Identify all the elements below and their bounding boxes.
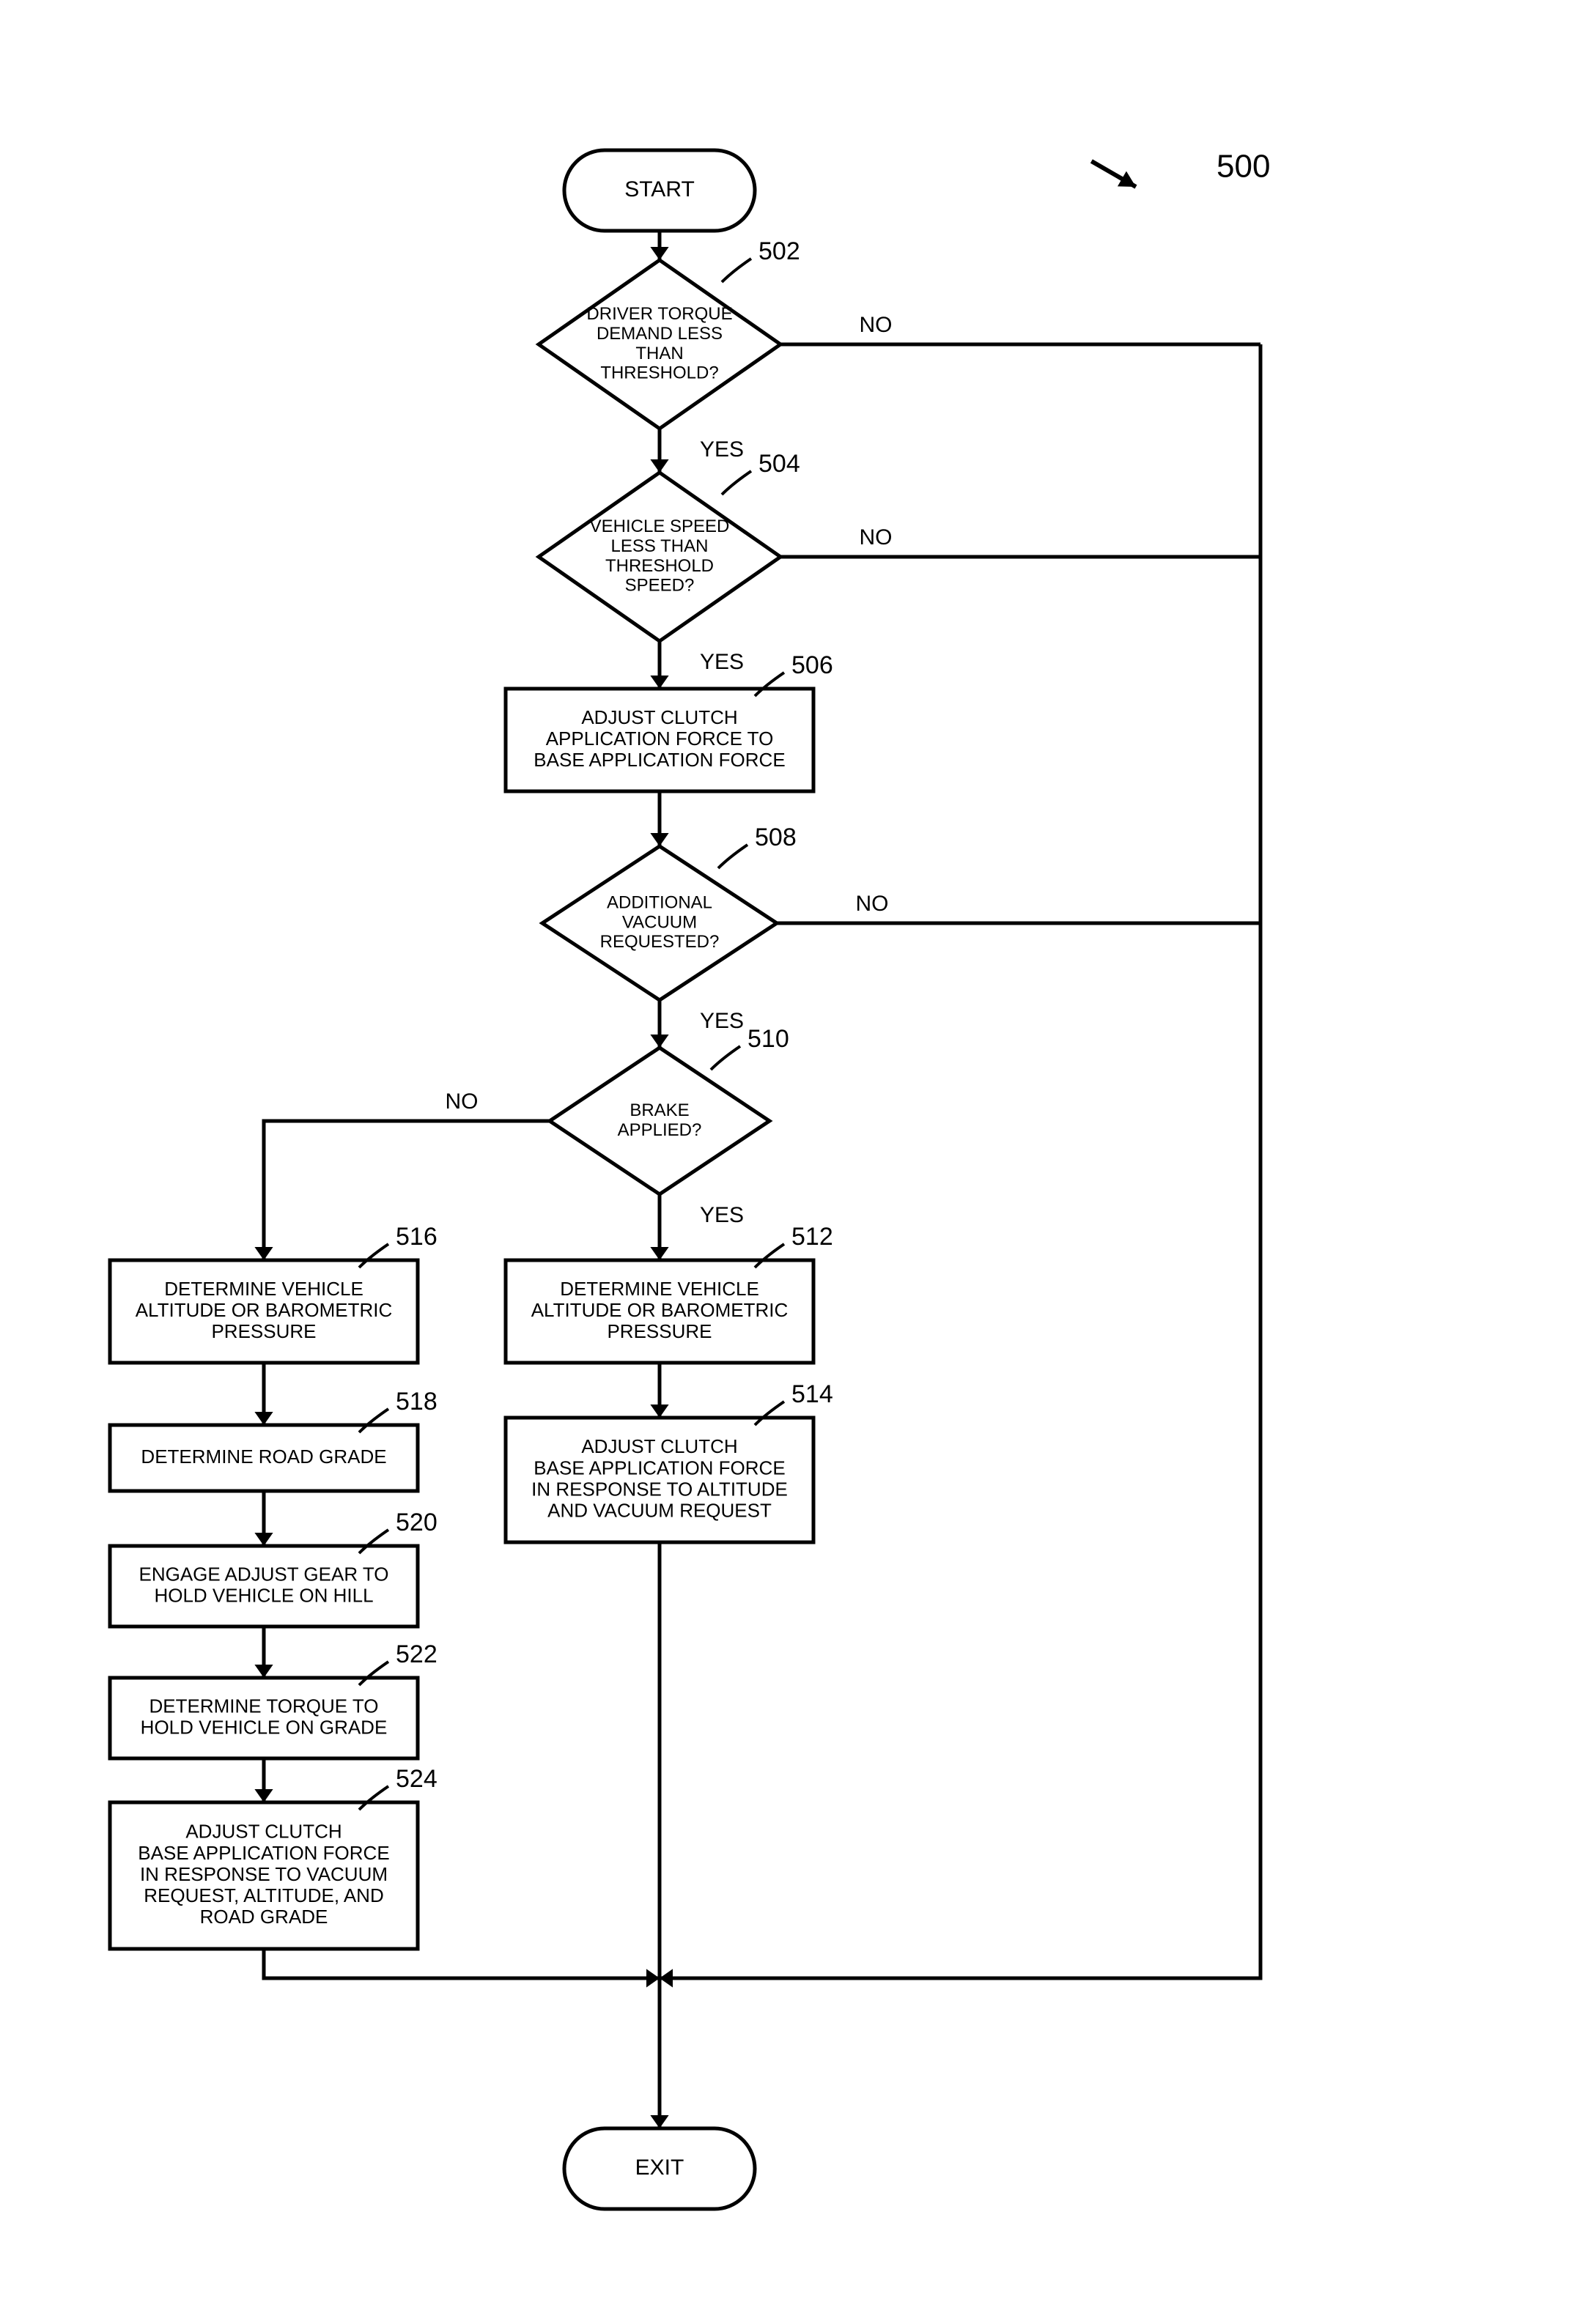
svg-text:SPEED?: SPEED?	[625, 576, 695, 596]
svg-text:YES: YES	[700, 1009, 744, 1033]
svg-text:APPLIED?: APPLIED?	[618, 1120, 702, 1140]
svg-text:ALTITUDE OR BAROMETRIC: ALTITUDE OR BAROMETRIC	[136, 1299, 393, 1321]
svg-text:THAN: THAN	[635, 344, 683, 363]
svg-text:THRESHOLD: THRESHOLD	[605, 556, 714, 576]
svg-text:510: 510	[747, 1025, 789, 1053]
svg-text:ALTITUDE OR BAROMETRIC: ALTITUDE OR BAROMETRIC	[531, 1299, 789, 1321]
svg-text:IN RESPONSE TO VACUUM: IN RESPONSE TO VACUUM	[140, 1863, 388, 1885]
svg-text:YES: YES	[700, 437, 744, 462]
svg-text:512: 512	[791, 1223, 833, 1251]
svg-text:HOLD VEHICLE ON GRADE: HOLD VEHICLE ON GRADE	[141, 1716, 388, 1738]
svg-text:522: 522	[396, 1640, 438, 1668]
svg-text:502: 502	[758, 237, 800, 265]
svg-text:514: 514	[791, 1380, 833, 1408]
svg-text:HOLD VEHICLE ON HILL: HOLD VEHICLE ON HILL	[154, 1584, 373, 1606]
svg-text:VACUUM: VACUUM	[622, 912, 697, 932]
svg-text:BRAKE: BRAKE	[630, 1100, 689, 1120]
svg-text:BASE APPLICATION FORCE: BASE APPLICATION FORCE	[534, 749, 785, 771]
svg-text:YES: YES	[700, 650, 744, 674]
svg-text:DETERMINE VEHICLE: DETERMINE VEHICLE	[560, 1278, 759, 1300]
svg-text:ADJUST CLUTCH: ADJUST CLUTCH	[185, 1821, 342, 1843]
svg-text:ADDITIONAL: ADDITIONAL	[607, 892, 712, 912]
svg-text:DETERMINE ROAD GRADE: DETERMINE ROAD GRADE	[141, 1446, 386, 1468]
svg-text:IN RESPONSE TO ALTITUDE: IN RESPONSE TO ALTITUDE	[531, 1478, 788, 1500]
svg-text:PRESSURE: PRESSURE	[211, 1320, 316, 1342]
svg-text:AND VACUUM REQUEST: AND VACUUM REQUEST	[547, 1500, 772, 1522]
svg-text:DRIVER TORQUE: DRIVER TORQUE	[586, 304, 732, 324]
svg-text:EXIT: EXIT	[635, 2155, 684, 2180]
svg-text:ENGAGE ADJUST GEAR TO: ENGAGE ADJUST GEAR TO	[139, 1563, 389, 1585]
svg-text:ROAD GRADE: ROAD GRADE	[200, 1906, 328, 1928]
svg-text:PRESSURE: PRESSURE	[607, 1320, 712, 1342]
svg-text:500: 500	[1217, 149, 1270, 185]
svg-text:ADJUST CLUTCH: ADJUST CLUTCH	[581, 706, 737, 728]
svg-text:YES: YES	[700, 1203, 744, 1227]
svg-text:NO: NO	[856, 892, 889, 916]
svg-text:NO: NO	[446, 1089, 479, 1114]
svg-text:BASE APPLICATION FORCE: BASE APPLICATION FORCE	[534, 1457, 785, 1479]
svg-text:516: 516	[396, 1223, 438, 1251]
svg-text:START: START	[624, 177, 695, 201]
svg-text:LESS THAN: LESS THAN	[611, 536, 709, 556]
svg-text:ADJUST CLUTCH: ADJUST CLUTCH	[581, 1435, 737, 1457]
svg-text:VEHICLE SPEED: VEHICLE SPEED	[590, 517, 730, 536]
svg-text:NO: NO	[860, 313, 893, 337]
svg-text:518: 518	[396, 1388, 438, 1416]
svg-text:APPLICATION FORCE TO: APPLICATION FORCE TO	[546, 728, 774, 750]
svg-text:THRESHOLD?: THRESHOLD?	[600, 363, 718, 383]
svg-text:REQUESTED?: REQUESTED?	[600, 932, 720, 952]
svg-text:506: 506	[791, 651, 833, 679]
svg-text:524: 524	[396, 1765, 438, 1793]
svg-text:DEMAND LESS: DEMAND LESS	[597, 324, 723, 344]
svg-text:DETERMINE TORQUE TO: DETERMINE TORQUE TO	[149, 1695, 378, 1717]
svg-text:BASE APPLICATION FORCE: BASE APPLICATION FORCE	[138, 1842, 389, 1864]
svg-text:REQUEST, ALTITUDE, AND: REQUEST, ALTITUDE, AND	[144, 1884, 383, 1906]
svg-text:NO: NO	[860, 525, 893, 549]
svg-text:DETERMINE VEHICLE: DETERMINE VEHICLE	[164, 1278, 363, 1300]
svg-text:520: 520	[396, 1509, 438, 1536]
svg-text:508: 508	[755, 824, 797, 851]
svg-text:504: 504	[758, 450, 800, 478]
